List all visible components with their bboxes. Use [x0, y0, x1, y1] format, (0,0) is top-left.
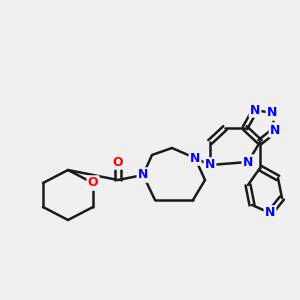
Text: O: O — [88, 176, 98, 190]
Text: N: N — [205, 158, 215, 172]
Text: N: N — [190, 152, 200, 164]
Text: N: N — [267, 106, 277, 119]
Text: N: N — [138, 169, 148, 182]
Text: N: N — [243, 155, 253, 169]
Text: N: N — [270, 124, 280, 136]
Text: O: O — [113, 155, 123, 169]
Text: N: N — [250, 103, 260, 116]
Text: N: N — [265, 206, 275, 220]
